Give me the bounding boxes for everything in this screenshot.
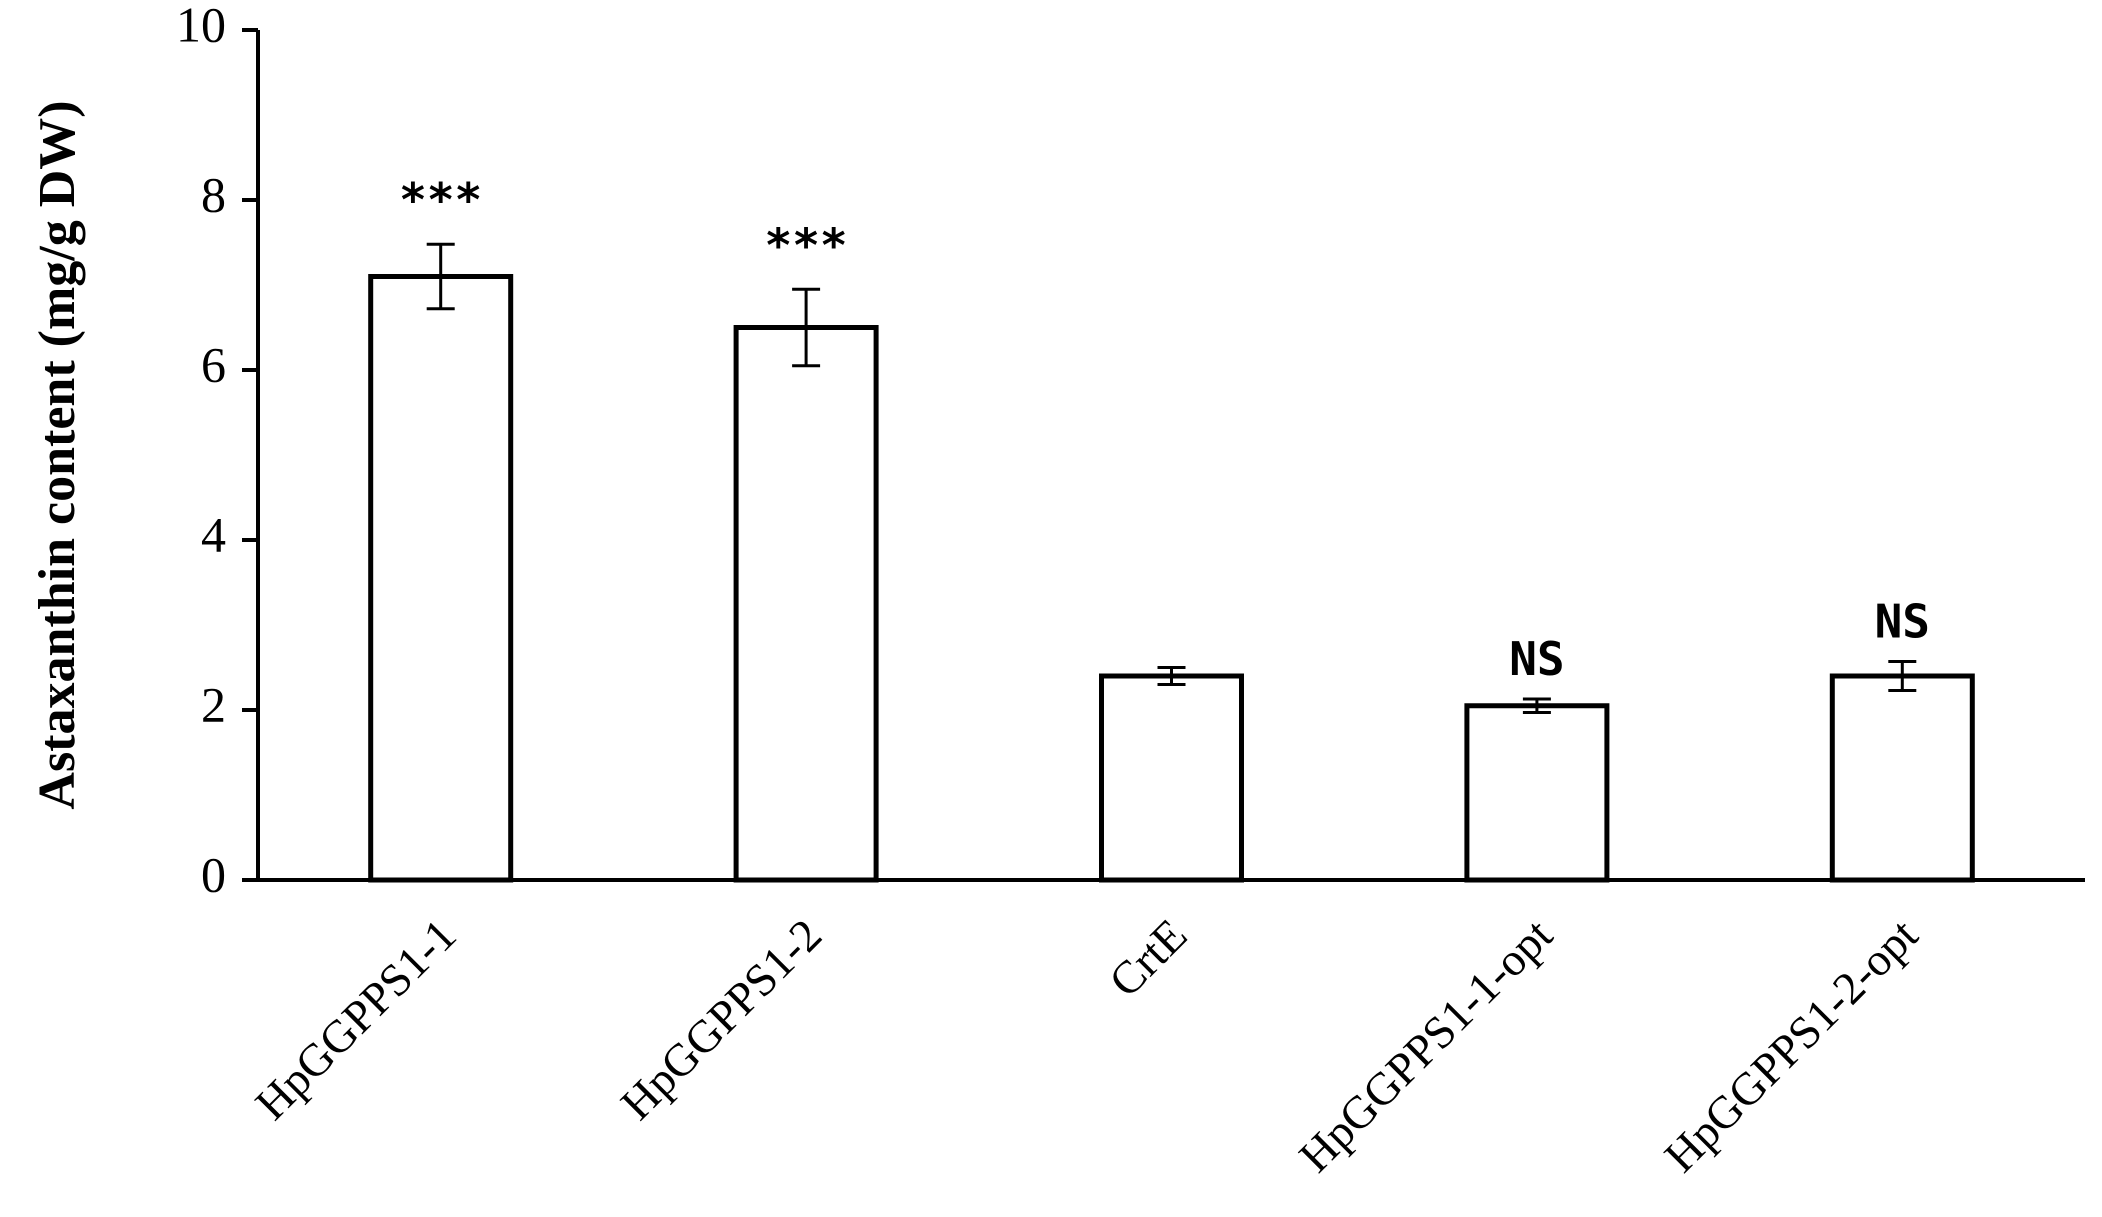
bar [1829, 673, 1975, 883]
significance-stars: *** [765, 218, 848, 272]
bars [368, 274, 1975, 883]
significance-annotations: *** *** NS NS [399, 173, 1930, 686]
x-tick-label: HpGGPPS1-2-opt [1655, 909, 1928, 1182]
y-tick-label: 6 [201, 336, 226, 392]
x-tick-label: HpGGPPS1-1 [245, 909, 465, 1129]
y-tick-label: 4 [201, 506, 226, 562]
y-axis-label-group: Astaxanthin content (mg/g DW) [29, 100, 86, 809]
bar [733, 325, 879, 883]
x-tick-label: HpGGPPS1-2 [611, 909, 831, 1129]
y-tick-label: 10 [176, 0, 226, 52]
x-tick-labels: HpGGPPS1-1 HpGGPPS1-2 CrtE HpGGPPS1-1-opt Hp… [245, 909, 1927, 1182]
y-ticks: 0 2 4 6 8 10 [176, 0, 258, 902]
x-tick-label: CrtE [1099, 909, 1197, 1007]
y-tick-label: 0 [201, 846, 226, 902]
y-tick-label: 2 [201, 676, 226, 732]
bar [368, 274, 514, 883]
significance-ns: NS [1509, 632, 1564, 686]
significance-ns: NS [1875, 595, 1930, 649]
x-tick-label: HpGGPPS1-1-opt [1289, 909, 1562, 1182]
significance-stars: *** [399, 173, 482, 227]
y-tick-label: 8 [201, 166, 226, 222]
bar [1464, 703, 1610, 883]
error-bars [426, 242, 1917, 715]
y-axis-label: Astaxanthin content (mg/g DW) [29, 100, 86, 809]
bar [1099, 673, 1244, 883]
